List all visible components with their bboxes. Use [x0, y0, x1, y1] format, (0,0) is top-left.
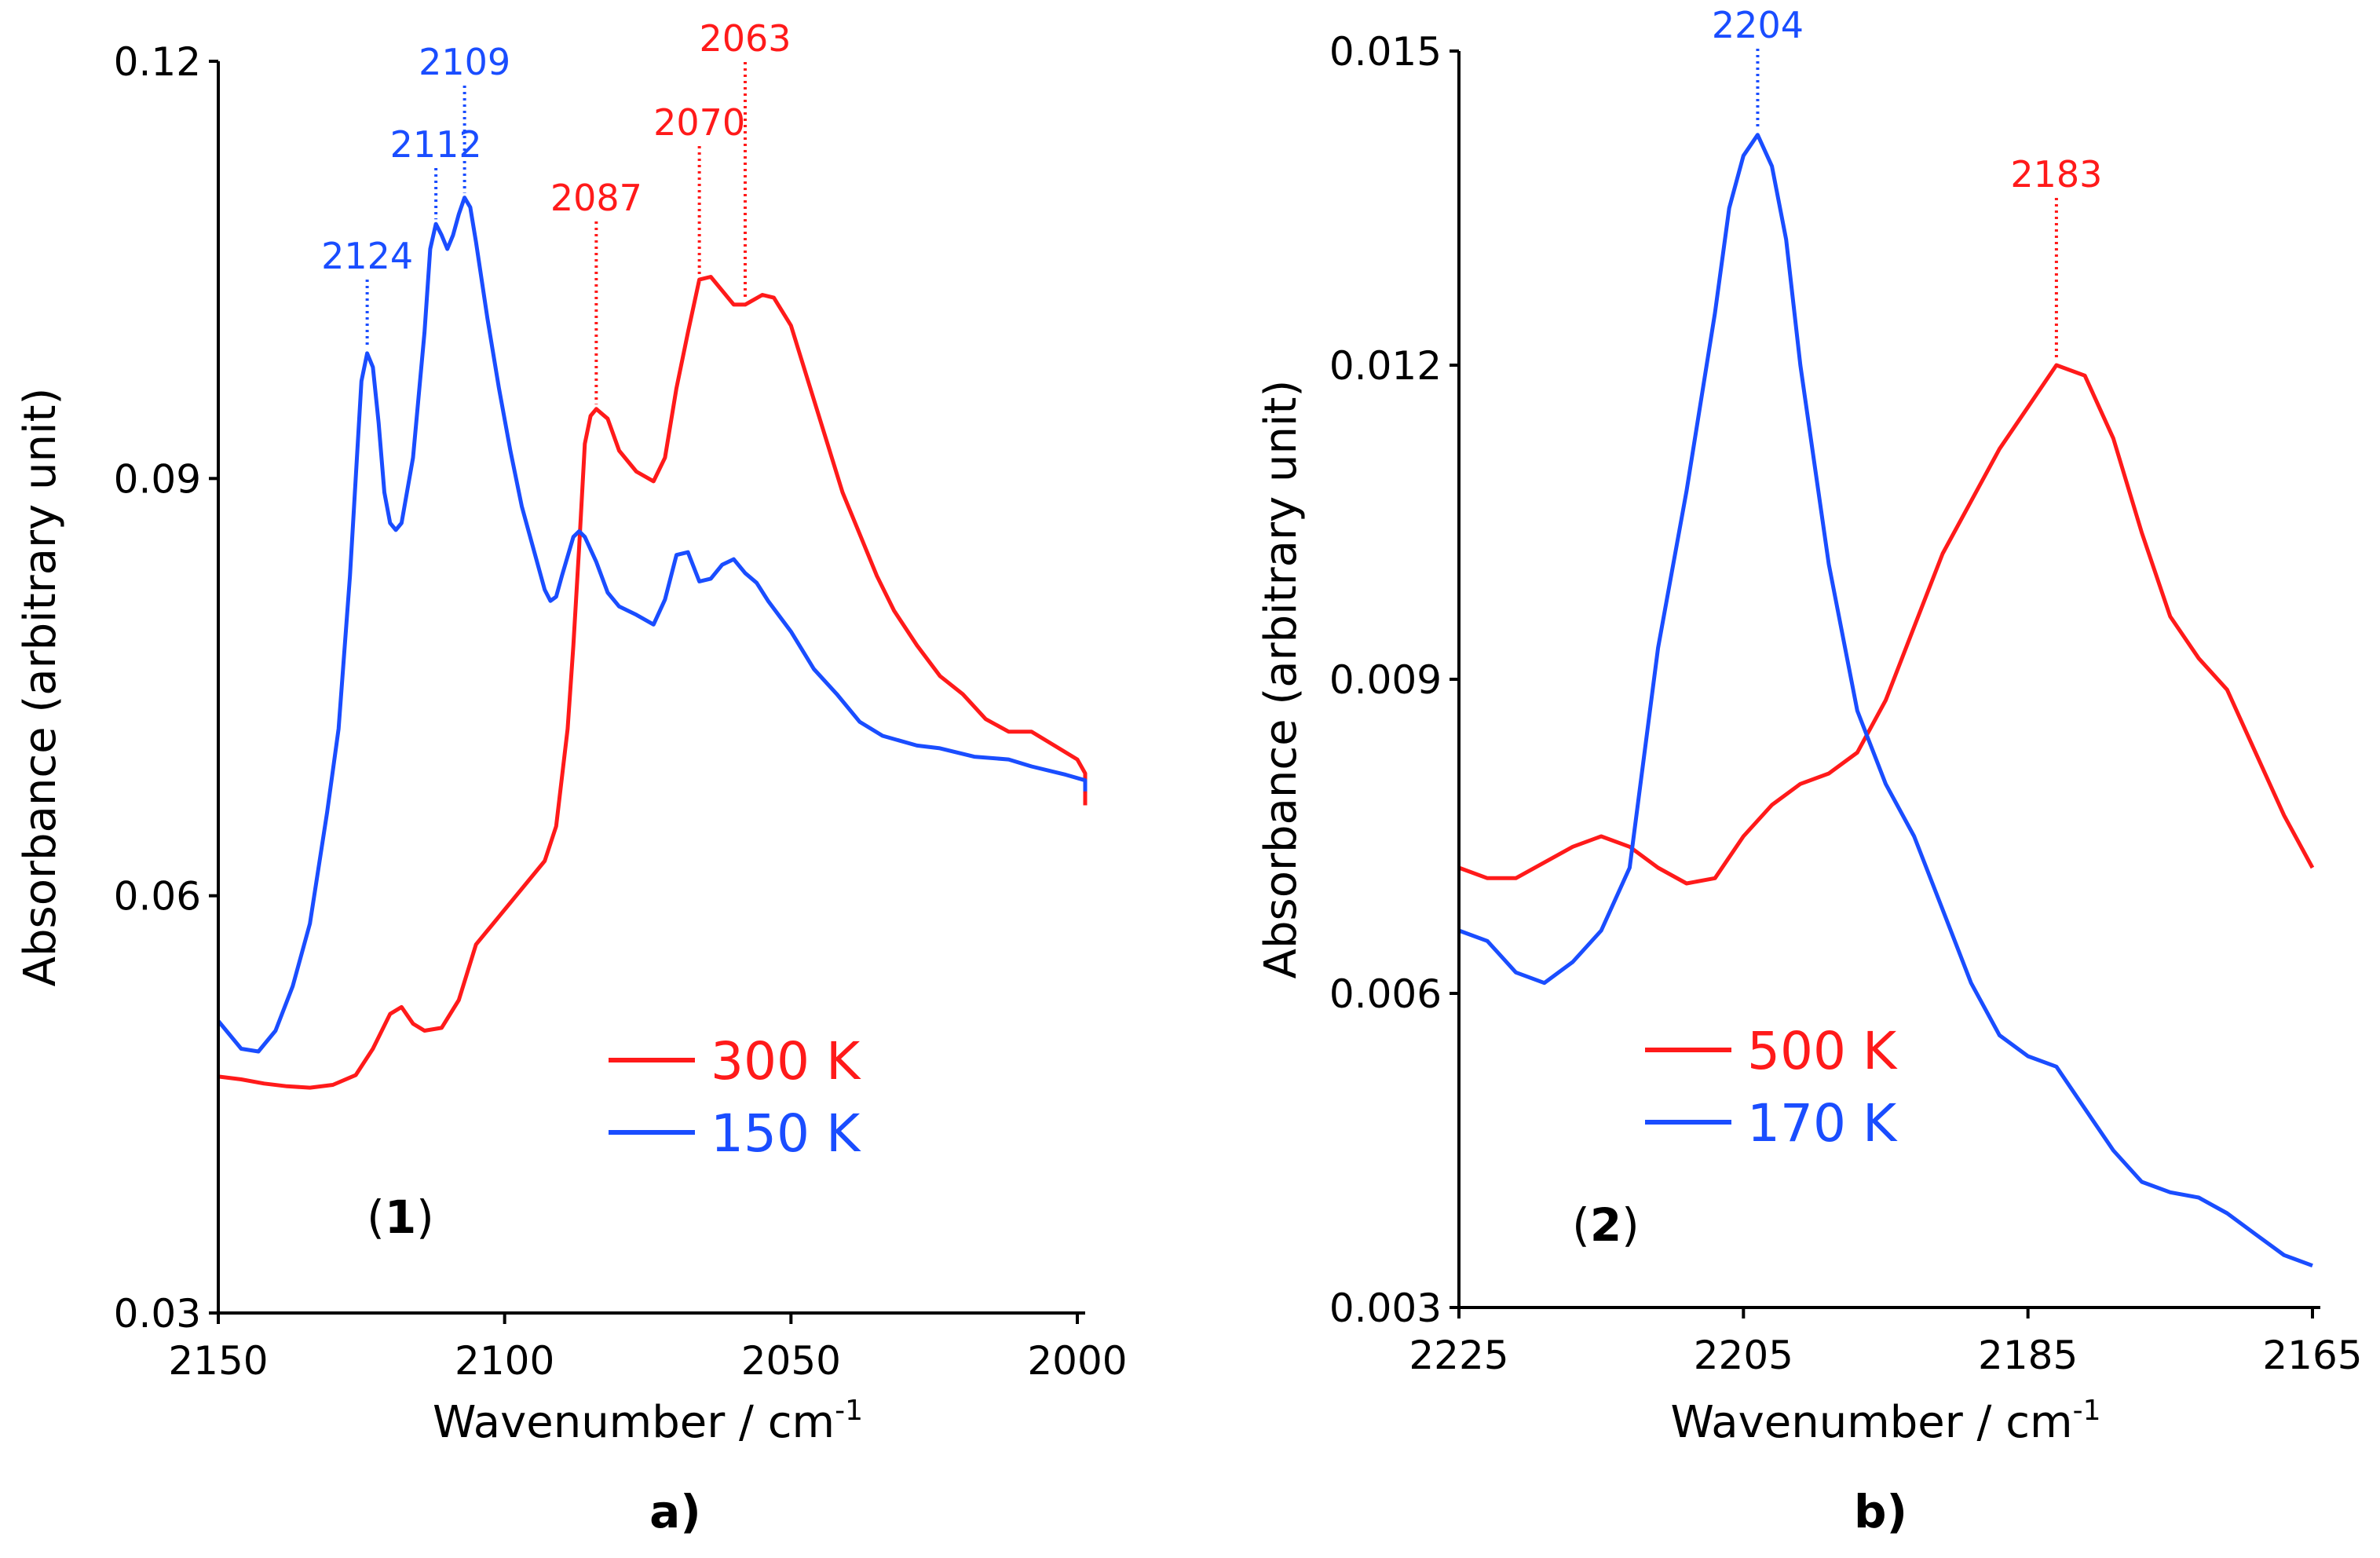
panel-b-legend-label: 170 K — [1747, 1093, 1898, 1154]
panel-a-sample-label: (1) — [367, 1190, 434, 1244]
panel-a-label-letter: a) — [649, 1485, 701, 1538]
panel-a-series-line-150k — [217, 196, 1088, 1054]
panel-a-y-axis-label: Absorbance (arbitrary unit) — [15, 388, 66, 987]
panel-b-x-tick-label: 2165 — [2262, 1333, 2362, 1378]
panel-b-series-line-500k — [1458, 363, 2315, 886]
panel-a-peak-label-2070: 2070 — [653, 101, 745, 144]
panel-a-peak-label-2109: 2109 — [419, 41, 510, 83]
panel-b-x-tick-label: 2185 — [1978, 1333, 2078, 1378]
panel-b-sample-close: ) — [1621, 1198, 1640, 1252]
panel-b-x-axis-label-sup: -1 — [2073, 1395, 2101, 1427]
panel-b-sample-label: (2) — [1572, 1198, 1640, 1252]
panel-a-series-line-300k — [218, 275, 1088, 1090]
panel-a-legend-label: 300 K — [711, 1031, 861, 1092]
panel-b-label: b) — [1854, 1485, 1907, 1538]
panel-b-legend: 500 K 170 K — [1645, 1021, 1898, 1154]
panel-b-y-tick-label: 0.003 — [1329, 1286, 1442, 1331]
panel-a-legend-label: 150 K — [711, 1103, 861, 1164]
panel-a-sample-number: 1 — [385, 1190, 416, 1244]
panel-a-x-axis-label-sup: -1 — [835, 1395, 863, 1427]
panel-b-x-tick-label: 2205 — [1694, 1333, 1793, 1378]
panel-a-y-tick-label: 0.03 — [114, 1291, 201, 1337]
panel-b-peak-label-2204: 2204 — [1712, 4, 1804, 46]
panel-b-series-line-170k — [1458, 133, 2313, 1268]
panel-b-y-tick-label: 0.009 — [1329, 657, 1442, 703]
panel-b-sample-open: ( — [1572, 1198, 1590, 1252]
panel-b-label-letter: b) — [1854, 1485, 1907, 1538]
panel-a-peak-label-2124: 2124 — [321, 235, 413, 277]
panel-b-y-axis-label: Absorbance (arbitrary unit) — [1256, 380, 1307, 979]
panel-a-chart: 0.03 0.06 0.09 0.12 2150 2100 2050 2000 2124 211… — [15, 17, 1128, 1538]
panel-a-x-tick-label: 2050 — [741, 1338, 841, 1384]
panel-a-legend: 300 K 150 K — [609, 1031, 861, 1164]
panel-b-y-tick-label: 0.012 — [1329, 343, 1442, 389]
panel-b-x-axis-label-main: Wavenumber / cm — [1671, 1397, 2073, 1448]
panel-b-chart: 0.003 0.006 0.009 0.012 0.015 2225 2205 2185 216… — [1256, 4, 2363, 1538]
panel-a-annotations: 2124 2112 2109 2087 2070 2063 — [321, 17, 792, 404]
panel-a-x-tick-label: 2100 — [455, 1338, 554, 1384]
panel-a-peak-label-2063: 2063 — [699, 17, 791, 60]
panel-b-ticks: 0.003 0.006 0.009 0.012 0.015 2225 2205 2185 216… — [1329, 29, 2363, 1378]
panel-a-y-tick-label: 0.09 — [114, 456, 201, 502]
panel-b-legend-label: 500 K — [1747, 1021, 1898, 1081]
panel-a-series — [217, 196, 1088, 1090]
panel-a-x-axis-label-main: Wavenumber / cm — [433, 1397, 835, 1448]
panel-a-peak-label-2112: 2112 — [390, 123, 482, 166]
panel-a-y-tick-label: 0.12 — [114, 39, 201, 85]
panel-b-sample-number: 2 — [1590, 1198, 1621, 1252]
panel-b-series — [1458, 133, 2315, 1268]
panel-b-x-tick-label: 2225 — [1409, 1333, 1508, 1378]
panel-b-x-axis-label: Wavenumber / cm-1 — [1671, 1395, 2101, 1448]
panel-a-peak-label-2087: 2087 — [550, 177, 642, 219]
panel-b-y-tick-label: 0.006 — [1329, 971, 1442, 1017]
panel-b-y-tick-label: 0.015 — [1329, 29, 1442, 75]
panel-a-x-tick-label: 2150 — [168, 1338, 268, 1384]
panel-b-annotations: 2204 2183 — [1712, 4, 2102, 360]
panel-b-peak-label-2183: 2183 — [2010, 153, 2102, 196]
panel-a-ticks: 0.03 0.06 0.09 0.12 2150 2100 2050 2000 — [114, 39, 1128, 1384]
panel-a-y-tick-label: 0.06 — [114, 874, 201, 920]
panel-a-sample-open: ( — [367, 1190, 385, 1244]
panel-a-x-axis-label: Wavenumber / cm-1 — [433, 1395, 863, 1448]
panel-a-sample-close: ) — [416, 1190, 434, 1244]
panel-a-x-tick-label: 2000 — [1027, 1338, 1127, 1384]
panel-a-label: a) — [649, 1485, 701, 1538]
